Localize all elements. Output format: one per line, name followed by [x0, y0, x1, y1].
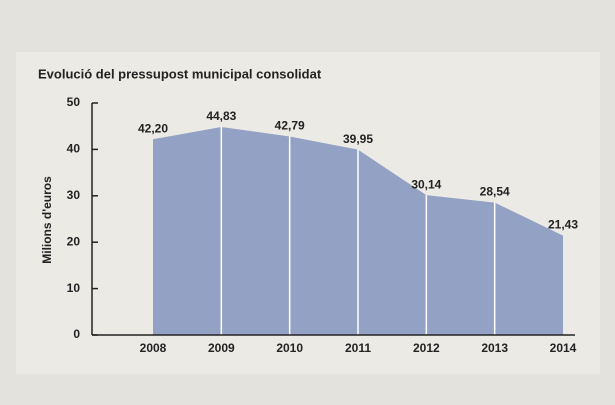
chart-title: Evolució del pressupost municipal consol…	[38, 66, 322, 81]
y-axis-label: Milions d'euros	[40, 176, 54, 264]
value-label: 39,95	[343, 132, 373, 146]
value-label: 30,14	[411, 177, 441, 191]
x-tick-label: 2011	[345, 341, 371, 355]
y-tick-label: 30	[67, 188, 81, 202]
y-tick-label: 20	[67, 234, 81, 248]
value-label: 21,43	[548, 218, 578, 232]
x-tick-label: 2013	[481, 341, 508, 355]
x-tick-label: 2008	[140, 341, 167, 355]
x-tick-label: 2010	[276, 341, 303, 355]
value-label: 28,54	[480, 185, 510, 199]
y-tick-label: 0	[73, 327, 80, 341]
x-tick-label: 2009	[208, 341, 235, 355]
value-label: 42,20	[138, 121, 168, 135]
value-label: 44,83	[206, 109, 236, 123]
y-tick-label: 10	[67, 281, 81, 295]
chart: Evolució del pressupost municipal consol…	[0, 0, 615, 400]
x-tick-label: 2012	[413, 341, 440, 355]
value-label: 42,79	[275, 119, 305, 133]
x-tick-label: 2014	[550, 341, 577, 355]
y-tick-label: 50	[67, 95, 81, 109]
y-tick-label: 40	[67, 142, 81, 156]
